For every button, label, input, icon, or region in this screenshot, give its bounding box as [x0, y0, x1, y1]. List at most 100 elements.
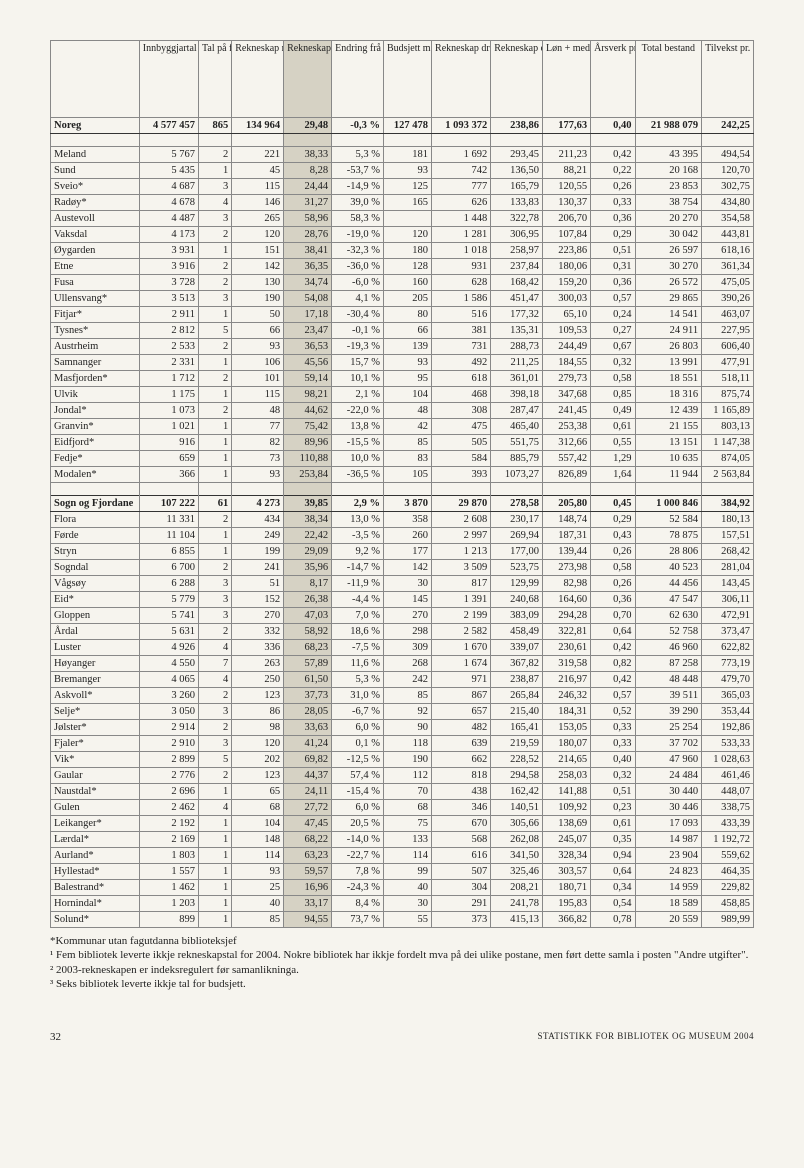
- cell: 288,73: [491, 339, 543, 355]
- cell: 48 448: [635, 672, 702, 688]
- cell: 618: [432, 371, 491, 387]
- cell: 1 093 372: [432, 118, 491, 134]
- cell: 434: [232, 512, 284, 528]
- cell: 44,62: [284, 403, 332, 419]
- cell: 52 758: [635, 624, 702, 640]
- cell: 83: [383, 451, 431, 467]
- cell: 2: [198, 768, 231, 784]
- cell: 6,0 %: [332, 720, 384, 736]
- cell: 557,42: [543, 451, 591, 467]
- cell: 16,96: [284, 880, 332, 896]
- cell: 30: [383, 576, 431, 592]
- cell: 214,65: [543, 752, 591, 768]
- cell: 29 870: [432, 496, 491, 512]
- cell: 114: [383, 848, 431, 864]
- cell: 65: [232, 784, 284, 800]
- cell: 482: [432, 720, 491, 736]
- cell: 1 391: [432, 592, 491, 608]
- row-label: Noreg: [51, 118, 140, 134]
- cell: 39,0 %: [332, 195, 384, 211]
- cell: 98: [232, 720, 284, 736]
- cell: 0,23: [591, 800, 635, 816]
- cell: 89,96: [284, 435, 332, 451]
- footnote-line: *Kommunar utan fagutdanna biblioteksjef: [50, 934, 754, 948]
- table-row: Fjaler*2 910312041,240,1 %118639219,5918…: [51, 736, 754, 752]
- cell: 2: [198, 339, 231, 355]
- cell: 2 696: [139, 784, 198, 800]
- cell: 0,64: [591, 624, 635, 640]
- cell: 269,94: [491, 528, 543, 544]
- cell: 51: [232, 576, 284, 592]
- cell: 4 173: [139, 227, 198, 243]
- cell: 1 018: [432, 243, 491, 259]
- cell: 742: [432, 163, 491, 179]
- cell: 1 147,38: [702, 435, 754, 451]
- cell: 30 446: [635, 800, 702, 816]
- cell: 184,31: [543, 704, 591, 720]
- cell: 1: [198, 896, 231, 912]
- cell: 14 987: [635, 832, 702, 848]
- row-label: Naustdal*: [51, 784, 140, 800]
- footnote-line: ¹ Fem bibliotek leverte ikkje rekneskaps…: [50, 948, 754, 962]
- cell: 93: [232, 864, 284, 880]
- cell: 0,24: [591, 307, 635, 323]
- cell: 0,32: [591, 355, 635, 371]
- cell: 507: [432, 864, 491, 880]
- col-header: Rekneskap medium pr. innb.: [284, 41, 332, 118]
- cell: 262,08: [491, 832, 543, 848]
- table-row: Fitjar*2 91115017,18-30,4 %80516177,3265…: [51, 307, 754, 323]
- cell: 0,82: [591, 656, 635, 672]
- row-label: Lærdal*: [51, 832, 140, 848]
- cell: 268: [383, 656, 431, 672]
- cell: 346: [432, 800, 491, 816]
- cell: 4,1 %: [332, 291, 384, 307]
- cell: 70: [383, 784, 431, 800]
- cell: 61,50: [284, 672, 332, 688]
- cell: 1: [198, 355, 231, 371]
- page-footer: 32 STATISTIKK FOR BIBLIOTEK OG MUSEUM 20…: [50, 1031, 754, 1043]
- cell: 141,88: [543, 784, 591, 800]
- cell: 180,13: [702, 512, 754, 528]
- cell: 1 203: [139, 896, 198, 912]
- cell: 291: [432, 896, 491, 912]
- cell: 1: [198, 451, 231, 467]
- row-label: Selje*: [51, 704, 140, 720]
- cell: 63,23: [284, 848, 332, 864]
- cell: 133: [383, 832, 431, 848]
- cell: 142: [383, 560, 431, 576]
- cell: 250: [232, 672, 284, 688]
- footnote-line: ³ Seks bibliotek leverte ikkje tal for b…: [50, 977, 754, 991]
- cell: 6,0 %: [332, 800, 384, 816]
- cell: 120,55: [543, 179, 591, 195]
- row-label: Solund*: [51, 912, 140, 928]
- cell: -0,1 %: [332, 323, 384, 339]
- row-label: Årdal: [51, 624, 140, 640]
- cell: 242,25: [702, 118, 754, 134]
- cell: 129,99: [491, 576, 543, 592]
- cell: 448,07: [702, 784, 754, 800]
- cell: 230,17: [491, 512, 543, 528]
- table-row: Ullensvang*3 513319054,084,1 %2051 58645…: [51, 291, 754, 307]
- cell: 1 165,89: [702, 403, 754, 419]
- cell: 4: [198, 800, 231, 816]
- cell: 190: [383, 752, 431, 768]
- cell: 104: [383, 387, 431, 403]
- cell: 230,61: [543, 640, 591, 656]
- table-row: Sogn og Fjordane107 222614 27339,852,9 %…: [51, 496, 754, 512]
- cell: 322,81: [543, 624, 591, 640]
- cell: 18,6 %: [332, 624, 384, 640]
- cell: 14 541: [635, 307, 702, 323]
- table-row: Eid*5 779315226,38-4,4 %1451 391240,6816…: [51, 592, 754, 608]
- cell: 303,57: [543, 864, 591, 880]
- cell: 533,33: [702, 736, 754, 752]
- cell: 13,8 %: [332, 419, 384, 435]
- col-header: Endring frå 2003 pr. innb.¹: [332, 41, 384, 118]
- cell: 157,51: [702, 528, 754, 544]
- cell: 162,42: [491, 784, 543, 800]
- col-header: [51, 41, 140, 118]
- cell: 223,86: [543, 243, 591, 259]
- cell: 0,31: [591, 259, 635, 275]
- cell: 867: [432, 688, 491, 704]
- cell: 24 484: [635, 768, 702, 784]
- cell: 127 478: [383, 118, 431, 134]
